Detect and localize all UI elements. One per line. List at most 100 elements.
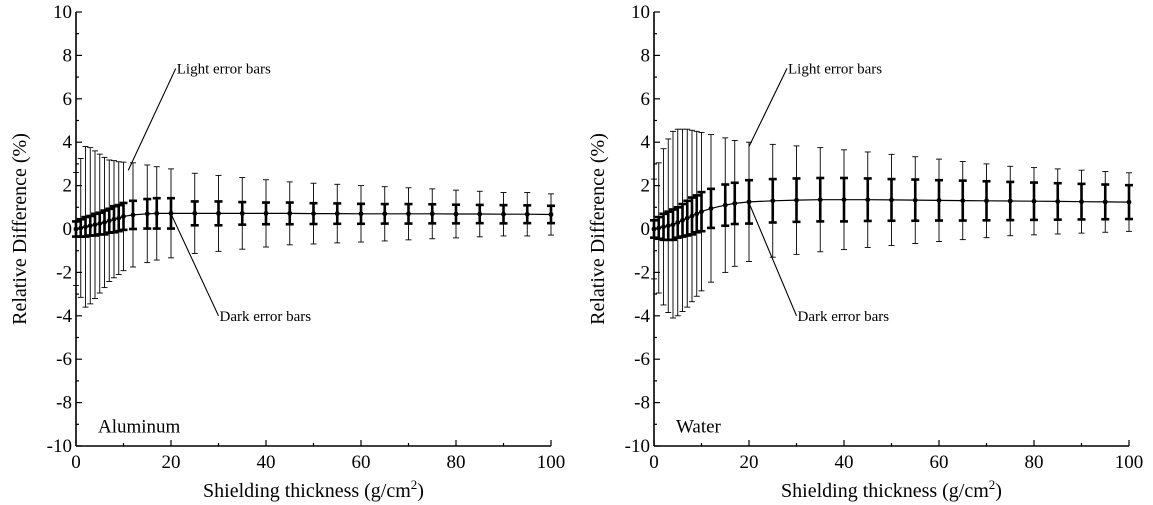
annotation-label: Light error bars: [177, 61, 271, 77]
y-tick-label: 10: [631, 2, 650, 23]
data-point: [97, 221, 103, 226]
annotation-leader: [170, 213, 219, 317]
x-tick-label: 20: [162, 452, 181, 473]
data-point: [960, 198, 966, 203]
y-tick-label: 0: [641, 219, 651, 240]
data-point: [102, 220, 107, 225]
y-tick-label: -6: [56, 349, 72, 370]
data-point: [216, 210, 221, 216]
data-point: [770, 198, 776, 204]
data-point: [912, 197, 918, 203]
y-axis-title: Relative Difference (%): [9, 133, 31, 325]
x-tick-label: 40: [257, 452, 276, 473]
data-point: [1055, 199, 1061, 204]
data-point: [192, 210, 198, 216]
data-point: [121, 214, 126, 219]
data-point: [239, 210, 245, 216]
y-tick-label: 8: [641, 45, 651, 66]
data-point: [661, 224, 666, 230]
data-point: [1031, 198, 1037, 204]
x-tick-label: 60: [930, 452, 949, 473]
data-point: [889, 197, 894, 203]
annotation-label: Light error bars: [788, 61, 882, 77]
x-tick-label: 100: [537, 452, 566, 473]
y-tick-label: 4: [641, 132, 651, 153]
data-point: [453, 211, 459, 217]
data-point: [722, 202, 728, 208]
y-tick-label: 4: [63, 132, 73, 153]
x-tick-label: 20: [740, 452, 759, 473]
y-tick-label: 2: [63, 176, 73, 197]
data-point: [168, 210, 174, 216]
y-tick-label: 6: [641, 89, 651, 110]
data-point: [817, 197, 823, 203]
data-point: [130, 212, 136, 218]
annotation-leader: [127, 68, 177, 171]
y-tick-label: -2: [634, 262, 650, 283]
data-point: [841, 197, 847, 203]
data-point: [675, 220, 681, 225]
y-tick-label: -8: [56, 393, 72, 414]
data-point: [311, 211, 316, 216]
data-point: [651, 226, 657, 232]
y-tick-label: -2: [56, 262, 72, 283]
data-point: [680, 217, 685, 223]
data-point: [656, 225, 662, 231]
y-tick-label: 6: [63, 89, 73, 110]
data-point: [699, 209, 704, 215]
x-tick-label: 60: [352, 452, 371, 473]
data-point: [87, 223, 93, 229]
data-point: [116, 215, 122, 221]
data-point: [984, 198, 989, 204]
annotation-label: Dark error bars: [798, 309, 890, 325]
data-point: [263, 210, 269, 216]
data-point: [865, 197, 871, 203]
data-point: [548, 212, 554, 217]
data-point: [732, 200, 738, 206]
data-point: [111, 216, 117, 222]
annotation-leader: [748, 68, 788, 147]
y-tick-label: -10: [625, 436, 650, 457]
x-tick-label: 0: [649, 452, 659, 473]
data-point: [689, 213, 695, 219]
y-tick-label: 2: [641, 176, 651, 197]
data-point: [334, 211, 340, 216]
y-tick-label: -6: [634, 349, 650, 370]
x-tick-label: 0: [71, 452, 81, 473]
data-point: [144, 211, 150, 217]
panel-label: Water: [676, 416, 722, 437]
data-point: [794, 197, 799, 203]
x-axis-title: Shielding thickness (g/cm2): [203, 477, 424, 502]
data-point: [694, 211, 700, 217]
data-point: [936, 197, 942, 203]
data-point: [106, 218, 112, 224]
data-point: [382, 211, 388, 217]
data-point: [524, 211, 530, 217]
data-point: [1126, 199, 1132, 205]
data-point: [1079, 199, 1084, 205]
y-tick-label: 0: [63, 219, 73, 240]
data-point: [477, 211, 483, 217]
x-axis-title: Shielding thickness (g/cm2): [781, 477, 1002, 502]
data-point: [406, 211, 411, 217]
x-tick-label: 80: [1025, 452, 1044, 473]
panel-label: Aluminum: [98, 416, 181, 437]
y-tick-label: -10: [47, 436, 72, 457]
data-point: [684, 215, 690, 221]
data-point: [154, 210, 160, 216]
y-tick-label: -8: [634, 393, 650, 414]
y-axis-title: Relative Difference (%): [587, 133, 609, 325]
data-point: [1102, 199, 1108, 205]
data-point: [708, 205, 714, 211]
data-point: [83, 224, 88, 230]
data-point: [92, 222, 98, 228]
x-tick-label: 40: [835, 452, 854, 473]
data-point: [73, 226, 79, 232]
x-tick-label: 80: [447, 452, 466, 473]
x-tick-label: 100: [1115, 452, 1144, 473]
data-point: [746, 199, 752, 205]
y-tick-label: 10: [53, 2, 72, 23]
annotation-label: Dark error bars: [220, 309, 312, 325]
